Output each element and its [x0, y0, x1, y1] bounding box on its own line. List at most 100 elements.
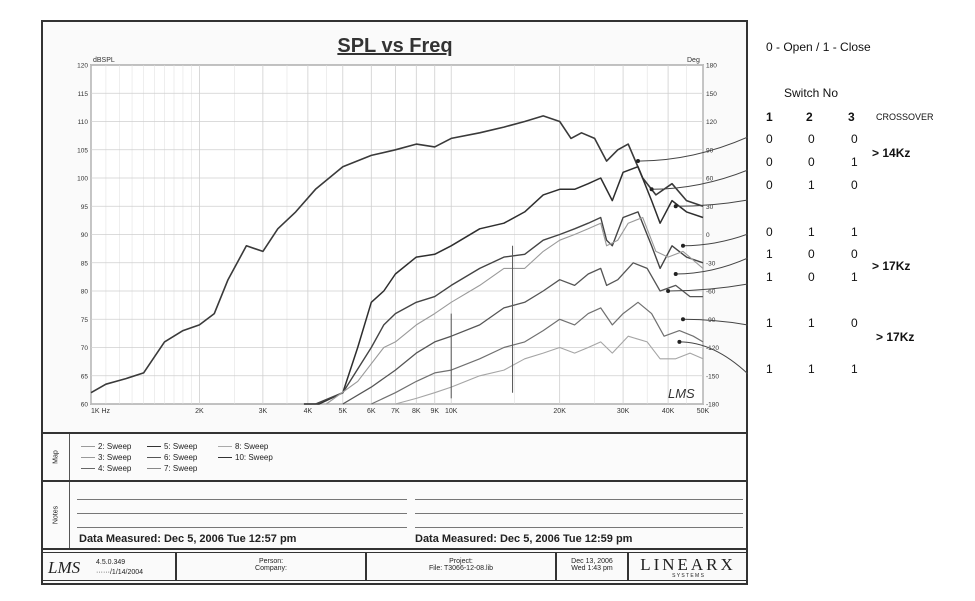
- switch-cell: 0: [808, 270, 815, 284]
- x-tick-label: 6K: [367, 408, 376, 415]
- y2-tick-label: -150: [706, 373, 719, 380]
- y-tick-label: 120: [77, 63, 88, 70]
- callout-dot: [635, 159, 640, 164]
- footer-version-date: ······/1/14/2004: [96, 569, 144, 576]
- switch-cell: 0: [851, 247, 858, 261]
- footer-version: 4.5.0.349: [96, 559, 126, 566]
- sweep-line: [342, 262, 703, 405]
- legend-side: Map: [43, 434, 70, 480]
- y-tick-label: 90: [81, 232, 89, 239]
- switch-cell: 0: [766, 225, 773, 239]
- y2-tick-label: 150: [706, 91, 717, 98]
- crossover-value: > 17Kz: [876, 330, 915, 344]
- switch-cell: 1: [766, 270, 773, 284]
- legend-panel: Map 2: Sweep 5: Sweep 8: Sweep 3: Sweep …: [41, 432, 748, 482]
- legend-item: 8: Sweep: [218, 442, 268, 451]
- sweep-line: [90, 115, 704, 394]
- note-line: [415, 527, 743, 528]
- switch-cell: 0: [808, 155, 815, 169]
- y2-tick-label: -60: [706, 289, 716, 296]
- callout-dot: [681, 317, 686, 322]
- legend-item: 4: Sweep: [81, 464, 131, 473]
- switch-cell: 1: [851, 362, 858, 376]
- x-tick-label: 4K: [304, 408, 313, 415]
- y2-tick-label: -180: [706, 402, 719, 409]
- y2-tick-label: -30: [706, 260, 716, 267]
- legend-swatch: [147, 457, 161, 458]
- note-line: [77, 527, 407, 528]
- switch-cell: 0: [851, 132, 858, 146]
- y2-tick-label: 120: [706, 119, 717, 126]
- legend-item: 7: Sweep: [147, 464, 197, 473]
- callout-leader: [637, 136, 748, 162]
- chart-title: SPL vs Freq: [337, 35, 452, 57]
- callout-dot: [677, 339, 682, 344]
- x-tick-label: 8K: [412, 408, 421, 415]
- project-label: Project:: [449, 558, 473, 565]
- y-tick-label: 70: [81, 345, 89, 352]
- note-line: [415, 499, 743, 500]
- switch-cell: 1: [808, 316, 815, 330]
- y-tick-label: 95: [81, 204, 89, 211]
- spl-chart: SPL vs Freq dBSPL Deg 1K Hz 2K 3K 4K 5K 6K 7K 8…: [77, 35, 748, 415]
- legend-item: 2: Sweep: [81, 442, 131, 451]
- callout-leader: [682, 233, 748, 247]
- footer-project-cell: Project: File: T3066-12-08.lib: [366, 552, 556, 581]
- switch-cell: 0: [808, 132, 815, 146]
- map-label: Map: [52, 450, 60, 464]
- lms-logo: LMS: [668, 386, 695, 401]
- callout-dot: [666, 289, 671, 293]
- sweep-line: [371, 301, 704, 405]
- switch-cell: 0: [766, 178, 773, 192]
- legend-swatch: [147, 468, 161, 469]
- switch-header-1: 1: [766, 110, 773, 124]
- legend-label: 8: Sweep: [235, 442, 269, 451]
- footer-time: Wed 1:43 pm: [571, 565, 613, 572]
- project-file: File: T3066-12-08.lib: [428, 565, 494, 572]
- note-line: [77, 499, 407, 500]
- legend-swatch: [81, 457, 95, 458]
- callout-dot: [649, 187, 654, 192]
- legend-swatch: [218, 457, 232, 458]
- x-tick-label: 7K: [391, 408, 400, 415]
- sweep-line: [303, 165, 704, 405]
- x-tick-label: 1K Hz: [91, 408, 111, 415]
- legend-swatch: [81, 446, 95, 447]
- legend-item: 6: Sweep: [147, 453, 197, 462]
- y-tick-label: 65: [81, 373, 89, 380]
- callout-dot: [673, 272, 678, 277]
- footer-logo: LMS: [48, 558, 81, 577]
- legend-item: 5: Sweep: [147, 442, 197, 451]
- legend-swatch: [218, 446, 232, 447]
- callout-dot: [681, 243, 686, 248]
- footer-person-cell: Person: Company:: [176, 552, 366, 581]
- switch-cell: 0: [808, 247, 815, 261]
- x-tick-label: 20K: [553, 408, 566, 415]
- callout-leader: [668, 283, 748, 292]
- x-tick-label: 50K: [697, 408, 710, 415]
- x-tick-label: 3K: [259, 408, 268, 415]
- switch-cell: 1: [851, 270, 858, 284]
- callout-leader: [675, 257, 748, 275]
- sweep-line: [315, 211, 704, 405]
- footer-date: Dec 13, 2006: [571, 558, 613, 565]
- callout-leader: [675, 199, 748, 207]
- x-tick-label: 30K: [617, 408, 630, 415]
- callout-leader: [682, 318, 748, 326]
- switch-cell: 1: [808, 178, 815, 192]
- callout-dot: [673, 204, 678, 209]
- notes-label: Notes: [52, 505, 60, 525]
- crossover-value: > 14Kz: [872, 146, 911, 160]
- linearx-sub: S Y S T E M S: [672, 573, 704, 579]
- legend-item: 3: Sweep: [81, 453, 131, 462]
- legend-swatch: [81, 468, 95, 469]
- footer: LMS 4.5.0.349 ······/1/14/2004 Person: C…: [41, 552, 748, 585]
- legend-label: 10: Sweep: [235, 453, 273, 462]
- legend-label: 2: Sweep: [98, 442, 132, 451]
- switch-header-2: 2: [806, 110, 813, 124]
- y2-tick-label: 30: [706, 204, 714, 211]
- callout-leader: [679, 341, 748, 375]
- switch-cell: 0: [766, 132, 773, 146]
- y2-tick-label: 60: [706, 176, 714, 183]
- legend-label: 3: Sweep: [98, 453, 132, 462]
